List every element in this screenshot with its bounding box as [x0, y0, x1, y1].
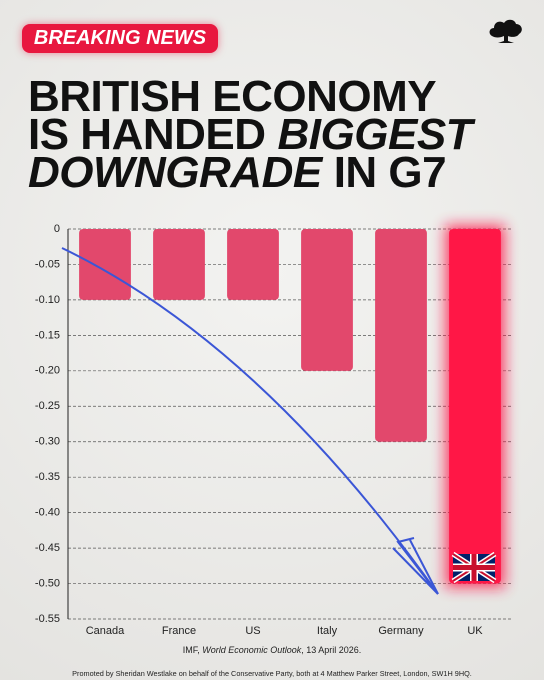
y-tick-label: -0.15 [35, 329, 60, 341]
uk-flag [451, 551, 497, 584]
title-part: IN G7 [333, 148, 447, 197]
title-part: IS HANDED [28, 110, 266, 159]
bar [227, 229, 279, 300]
source-part: World Economic Outlook [202, 645, 302, 655]
arrow [61, 247, 439, 595]
x-tick-label: Germany [378, 625, 424, 637]
bar [375, 229, 427, 442]
y-tick-label: -0.05 [35, 258, 60, 270]
bar [79, 229, 131, 300]
footer: Promoted by Sheridan Westlake on behalf … [72, 669, 472, 678]
y-tick-label: -0.35 [35, 471, 60, 483]
x-tick-label: France [162, 625, 196, 637]
source-part: , 13 April 2026. [301, 645, 362, 655]
source-part: IMF, [182, 645, 203, 655]
title-part: BRITISH ECONOMY [28, 72, 437, 121]
x-tick-label: Italy [317, 625, 338, 637]
y-tick-label: -0.45 [35, 542, 60, 554]
bar [449, 229, 501, 584]
y-tick-label: 0 [54, 223, 60, 235]
y-tick-label: -0.30 [35, 436, 60, 448]
title-line: IS HANDED BIGGEST [28, 113, 484, 157]
chart: 0 -0.05 -0.10 -0.15 -0.20 -0.25 -0.30 -0.35 -0.4… [35, 223, 512, 637]
logo [489, 19, 522, 43]
title-part: DOWNGRADE [28, 148, 322, 197]
y-tick-label: -0.25 [35, 400, 60, 412]
x-tick-label: US [245, 625, 260, 637]
x-tick-label: UK [467, 625, 483, 637]
y-tick-label: -0.55 [35, 613, 60, 625]
title-line: BRITISH ECONOMY [28, 75, 484, 119]
y-tick-label: -0.50 [35, 577, 60, 589]
x-tick-label: Canada [86, 625, 125, 637]
arrow-head [392, 537, 439, 595]
y-tick-label: -0.20 [35, 365, 60, 377]
source: IMF, World Economic Outlook, 13 April 20… [0, 645, 544, 655]
bar [301, 229, 353, 371]
y-tick-label: -0.10 [35, 294, 60, 306]
badge: BREAKING NEWS [22, 24, 218, 53]
title-part: BIGGEST [277, 110, 473, 159]
bar [153, 229, 205, 300]
title: BRITISH ECONOMY IS HANDED BIGGEST DOWNGRADE… [28, 75, 484, 195]
annotation [61, 247, 497, 595]
y-tick-label: -0.40 [35, 507, 60, 519]
title-line: DOWNGRADE IN G7 [28, 151, 484, 195]
